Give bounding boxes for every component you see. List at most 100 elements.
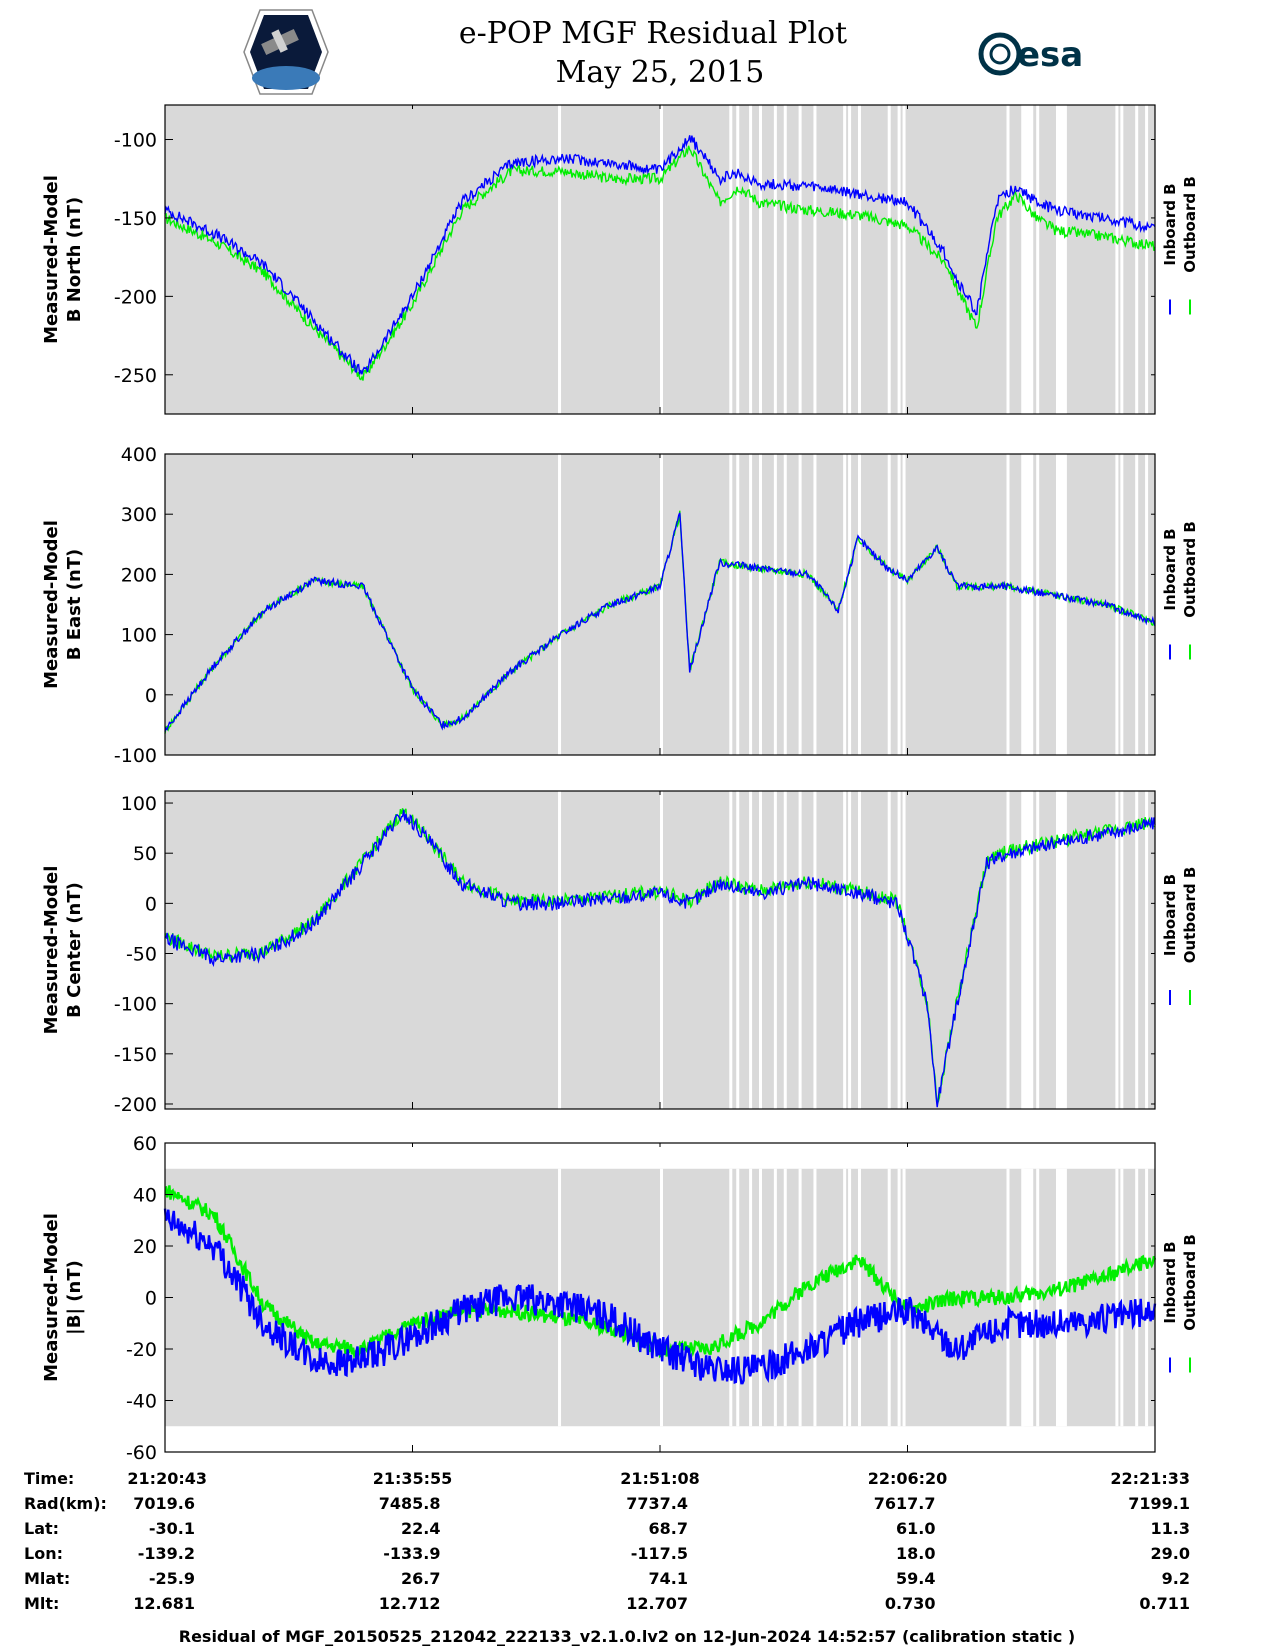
gap-block (1056, 454, 1067, 755)
gap-stripe (858, 105, 861, 414)
gap-stripe (1120, 791, 1124, 1109)
gap-stripe (843, 454, 847, 755)
table-row-label: Mlat: (24, 1569, 70, 1588)
time-tick-label: 22:06:20 (868, 1469, 948, 1488)
y-tick-label: -150 (114, 208, 157, 230)
y-tick-label: -200 (114, 1094, 157, 1116)
y-tick-label: -100 (114, 745, 157, 767)
y-tick-label: 40 (133, 1185, 157, 1207)
gap-block (1056, 791, 1067, 1109)
gap-stripe (887, 1168, 891, 1427)
gap-stripe (759, 791, 762, 1109)
gap-stripe (1115, 105, 1119, 414)
gap-stripe (843, 105, 847, 414)
cassiope-mission-logo (243, 9, 329, 95)
panel-2: 400 300 200 100 0 -100 Measured-Model B East (n… (41, 444, 1199, 767)
table-cell: 7019.6 (133, 1494, 195, 1513)
gap-stripe (798, 791, 802, 1109)
y-tick-label: -60 (126, 1442, 157, 1464)
time-tick-label: 21:35:55 (373, 1469, 453, 1488)
gap-stripe (902, 791, 906, 1109)
plot-title: e-POP MGF Residual Plot (459, 16, 847, 51)
gap-stripe (858, 791, 861, 1109)
gap-stripe (783, 105, 787, 414)
gap-stripe (858, 1168, 861, 1427)
gap-stripe (887, 791, 891, 1109)
series-line-inboard-b (164, 512, 1156, 732)
gap-stripe (736, 1168, 740, 1427)
gap-stripe (558, 791, 562, 1109)
gap-block (1021, 791, 1034, 1109)
gap-stripe (858, 454, 861, 755)
gap-stripe (773, 1168, 777, 1427)
gap-stripe (1115, 791, 1119, 1109)
table-cell: 9.2 (1162, 1569, 1190, 1588)
gap-stripe (1135, 791, 1139, 1109)
svg-text:esa: esa (1017, 35, 1083, 75)
y-tick-label: -100 (114, 994, 157, 1016)
table-cell: 12.707 (626, 1594, 688, 1613)
y-tick-label: 200 (121, 564, 157, 586)
gap-stripe (813, 791, 817, 1109)
gap-stripe (558, 105, 562, 414)
gap-stripe (1135, 1168, 1139, 1427)
gap-stripe (1036, 105, 1040, 414)
gap-stripe (798, 105, 802, 414)
gap-stripe (1120, 454, 1124, 755)
plot-date: May 25, 2015 (556, 55, 765, 90)
table-cell: 0.711 (1139, 1594, 1190, 1613)
gap-stripe (897, 454, 901, 755)
panel-4: 60 40 20 0 -20 -40 -60 Measured-Model |B| (nT) In… (41, 1133, 1199, 1464)
gap-stripe (887, 454, 891, 755)
gap-stripe (1135, 105, 1139, 414)
table-cell: 74.1 (649, 1569, 688, 1588)
table-cell: 59.4 (896, 1569, 935, 1588)
gap-stripe (1115, 454, 1119, 755)
panel-3: 100 50 0 -50 -100 -150 -200 Measured-Model B Cen… (41, 790, 1199, 1116)
gap-stripe (848, 1168, 852, 1427)
series-line-inboard-b (164, 135, 1156, 375)
table-cell: 7485.8 (379, 1494, 441, 1513)
y-tick-label: -100 (114, 130, 157, 152)
gap-stripe (848, 454, 852, 755)
gap-stripe (1115, 1168, 1119, 1427)
table-cell: -30.1 (149, 1519, 195, 1538)
table-cell: 12.712 (379, 1594, 441, 1613)
y-tick-label: 0 (145, 893, 157, 915)
y-tick-label: 300 (121, 504, 157, 526)
legend-label: Inboard B (1161, 874, 1179, 956)
table-row-label: Lat: (24, 1519, 59, 1538)
legend: Inboard B Outboard B (1161, 867, 1199, 1005)
table-cell: 61.0 (896, 1519, 935, 1538)
table-cell: 68.7 (649, 1519, 688, 1538)
y-tick-label: 100 (121, 625, 157, 647)
gap-stripe (749, 454, 753, 755)
y-tick-label: 0 (145, 685, 157, 707)
y-tick-label: -250 (114, 365, 157, 387)
y-axis-label: Measured-Model (41, 1213, 62, 1382)
gap-stripe (759, 1168, 762, 1427)
y-tick-label: 60 (133, 1133, 157, 1155)
y-tick-label: -200 (114, 286, 157, 308)
y-tick-label: 100 (121, 793, 157, 815)
table-cell: 22.4 (401, 1519, 440, 1538)
legend: Inboard B Outboard B (1161, 521, 1199, 660)
table-cell: 7199.1 (1128, 1494, 1190, 1513)
gap-stripe (1145, 454, 1149, 755)
orbit-info-table: Time: 21:20:43 21:35:55 21:51:08 22:06:20 22:… (24, 1469, 1190, 1613)
gap-stripe (729, 105, 733, 414)
gap-stripe (749, 1168, 753, 1427)
gap-stripe (887, 105, 891, 414)
gap-stripe (813, 105, 817, 414)
legend: Inboard B Outboard B (1161, 176, 1199, 315)
gap-stripe (1006, 791, 1010, 1109)
gap-stripe (783, 1168, 787, 1427)
gap-stripe (902, 454, 906, 755)
gap-stripe (729, 791, 733, 1109)
y-tick-label: -40 (126, 1391, 157, 1413)
y-tick-label: -20 (126, 1339, 157, 1361)
gap-stripe (660, 1168, 663, 1427)
gap-stripe (749, 105, 753, 414)
table-cell: 29.0 (1151, 1544, 1190, 1563)
table-row-label: Mlt: (24, 1594, 59, 1613)
